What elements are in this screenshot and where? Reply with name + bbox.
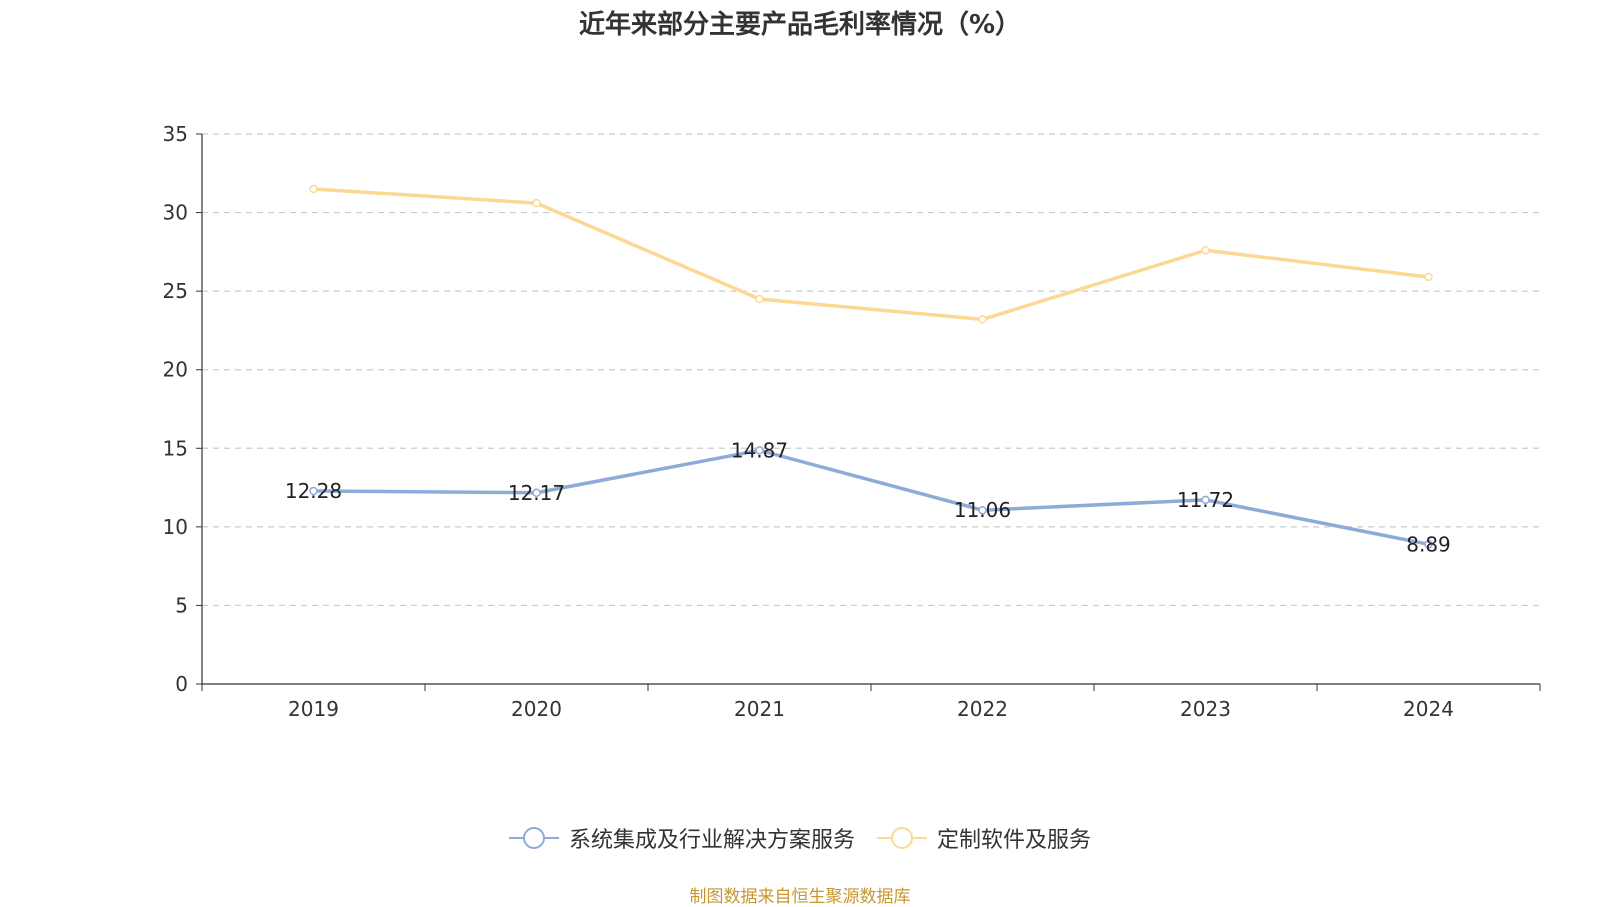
data-label: 11.06: [954, 498, 1011, 522]
legend-marker: [522, 827, 545, 849]
x-tick-label: 2024: [1403, 697, 1454, 721]
data-point: [755, 294, 764, 304]
grid-lines: [202, 133, 1540, 607]
legend-line-circle-icon: [877, 827, 927, 849]
y-tick-label: 5: [175, 593, 188, 617]
data-point: [309, 184, 318, 194]
data-point: [532, 198, 541, 208]
data-point: [309, 486, 318, 496]
source-note: 制图数据来自恒生聚源数据库: [689, 887, 911, 907]
legend: 系统集成及行业解决方案服务 定制软件及服务: [0, 822, 1600, 854]
data-label: 12.28: [285, 479, 342, 503]
data-point: [755, 446, 764, 455]
legend-label-series-2: 定制软件及服务: [937, 828, 1092, 853]
x-tick-label: 2020: [511, 697, 562, 721]
legend-marker: [891, 827, 913, 849]
data-point: [1201, 246, 1210, 255]
data-point: [978, 505, 987, 515]
y-tick-label: 20: [163, 358, 188, 382]
data-point: [1424, 540, 1433, 549]
series-line-2: [313, 187, 1429, 322]
legend-item-series-2[interactable]: 定制软件及服务: [877, 822, 1091, 854]
x-tick-label: 2022: [957, 697, 1008, 721]
y-tick-label: 25: [163, 279, 188, 303]
legend-label-series-1: 系统集成及行业解决方案服务: [568, 828, 855, 853]
data-label: 12.17: [508, 481, 565, 505]
x-tick-label: 2019: [288, 697, 339, 721]
data-point: [1424, 272, 1433, 282]
series-lines: [309, 184, 1433, 549]
x-tick-label: 2023: [1180, 697, 1231, 721]
data-point: [1201, 495, 1210, 505]
data-label: 11.72: [1177, 488, 1234, 512]
series-line-1: [313, 448, 1429, 547]
y-tick-label: 15: [163, 436, 188, 460]
axes: 0 5 10 15 20 25 30 35 2019 2020 2021 2022 2023 2024: [163, 122, 1541, 721]
data-point: [978, 315, 987, 324]
x-tick-label: 2021: [734, 697, 785, 721]
y-tick-label: 35: [163, 122, 188, 146]
data-label: 8.89: [1406, 532, 1451, 556]
y-tick-label: 10: [163, 515, 188, 539]
data-labels: 12.28 12.17 14.87 11.06 11.72 8.89: [285, 438, 1451, 556]
y-tick-label: 30: [163, 201, 188, 225]
legend-line-circle-icon: [508, 827, 559, 849]
data-point: [532, 488, 541, 498]
chart-title: 近年来部分主要产品毛利率情况（%）: [578, 10, 1022, 40]
y-tick-label: 0: [175, 672, 188, 696]
legend-item-series-1[interactable]: 系统集成及行业解决方案服务: [508, 822, 855, 854]
data-label: 14.87: [731, 438, 788, 462]
